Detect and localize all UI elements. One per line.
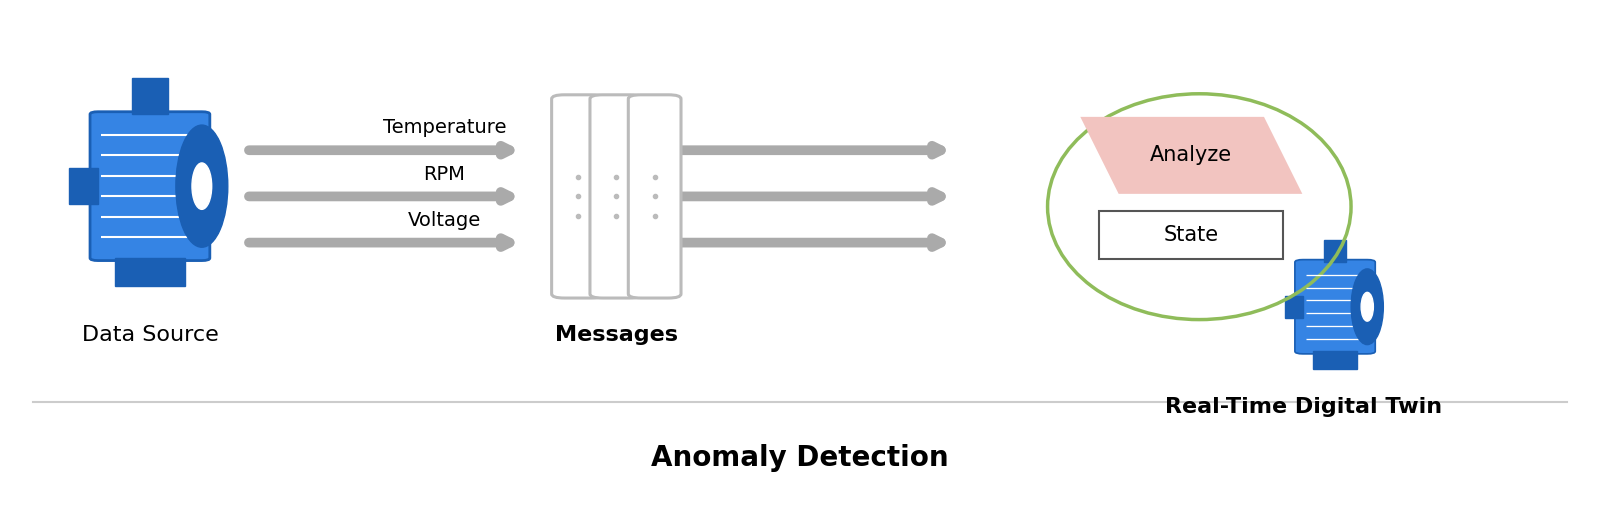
FancyBboxPatch shape (133, 78, 168, 115)
FancyBboxPatch shape (1099, 211, 1283, 259)
Text: RPM: RPM (424, 165, 466, 184)
Text: Temperature: Temperature (382, 118, 506, 137)
FancyBboxPatch shape (90, 112, 210, 261)
Text: Analyze: Analyze (1150, 146, 1232, 165)
Ellipse shape (1362, 293, 1373, 321)
Ellipse shape (192, 163, 211, 209)
FancyBboxPatch shape (1325, 240, 1346, 262)
Text: Voltage: Voltage (408, 211, 482, 230)
Text: Data Source: Data Source (82, 325, 218, 345)
FancyBboxPatch shape (629, 95, 682, 298)
Text: Real-Time Digital Twin: Real-Time Digital Twin (1165, 397, 1442, 416)
FancyBboxPatch shape (1314, 351, 1357, 369)
FancyBboxPatch shape (1294, 260, 1376, 354)
Ellipse shape (176, 125, 227, 247)
Text: Messages: Messages (555, 325, 678, 345)
FancyBboxPatch shape (115, 258, 186, 286)
FancyBboxPatch shape (590, 95, 643, 298)
FancyBboxPatch shape (1285, 296, 1302, 318)
Ellipse shape (1350, 269, 1384, 345)
Polygon shape (1080, 117, 1302, 194)
FancyBboxPatch shape (552, 95, 605, 298)
Text: State: State (1163, 225, 1219, 245)
Text: Anomaly Detection: Anomaly Detection (651, 444, 949, 472)
FancyBboxPatch shape (69, 168, 98, 204)
